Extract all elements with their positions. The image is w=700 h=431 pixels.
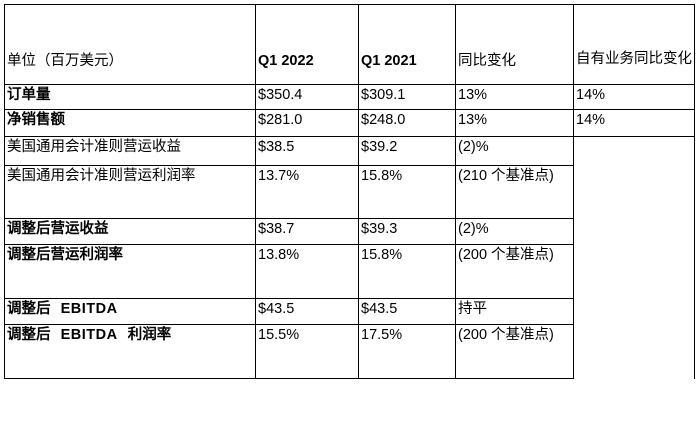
header-yoy: 同比变化 xyxy=(455,4,574,85)
cell-q1-2022: $350.4 xyxy=(255,84,359,110)
cell-organic-yoy: 14% xyxy=(573,109,695,137)
row-label-prefix: 调整后 xyxy=(7,327,51,343)
cell-q1-2022: $43.5 xyxy=(255,298,359,325)
table-row: 调整后营运收益 $38.7 $39.3 (2)% xyxy=(4,218,695,245)
table-row: 调整后营运利润率 13.8% 15.8% (200 个基准点) xyxy=(4,244,695,299)
cell-organic-yoy-empty xyxy=(573,136,695,379)
table-row: 订单量 $350.4 $309.1 13% 14% xyxy=(4,84,695,110)
cell-q1-2021: 17.5% xyxy=(358,324,456,379)
cell-yoy: (2)% xyxy=(455,136,574,166)
row-label-prefix: 调整后 xyxy=(7,301,51,317)
cell-q1-2021: 15.8% xyxy=(358,165,456,219)
table-row: 美国通用会计准则营运利润率 13.7% 15.8% (210 个基准点) xyxy=(4,165,695,219)
cell-organic-yoy: 14% xyxy=(573,84,695,110)
cell-q1-2021: $43.5 xyxy=(358,298,456,325)
cell-q1-2021: $309.1 xyxy=(358,84,456,110)
header-row: 单位（百万美元） Q1 2022 Q1 2021 同比变化 自有业务同比变化 xyxy=(4,4,695,85)
cell-q1-2021: $39.2 xyxy=(358,136,456,166)
row-label: 美国通用会计准则营运利润率 xyxy=(4,165,256,219)
row-label-latin: EBITDA xyxy=(60,327,118,343)
cell-q1-2021: 15.8% xyxy=(358,244,456,299)
cell-yoy: 持平 xyxy=(455,298,574,325)
row-label: 调整后营运利润率 xyxy=(4,244,256,299)
cell-q1-2022: 13.8% xyxy=(255,244,359,299)
table-row: 调整后 EBITDA $43.5 $43.5 持平 xyxy=(4,298,695,325)
cell-yoy: (200 个基准点) xyxy=(455,324,574,379)
cell-q1-2022: $281.0 xyxy=(255,109,359,137)
cell-q1-2022: 13.7% xyxy=(255,165,359,219)
cell-q1-2021: $248.0 xyxy=(358,109,456,137)
table-row: 净销售额 $281.0 $248.0 13% 14% xyxy=(4,109,695,137)
table-row: 调整后 EBITDA 利润率 15.5% 17.5% (200 个基准点) xyxy=(4,324,695,379)
table-row: 美国通用会计准则营运收益 $38.5 $39.2 (2)% xyxy=(4,136,695,379)
header-organic-yoy: 自有业务同比变化 xyxy=(573,4,695,85)
row-label-latin: EBITDA xyxy=(60,301,118,317)
financial-summary-table: 单位（百万美元） Q1 2022 Q1 2021 同比变化 自有业务同比变化 订… xyxy=(4,4,695,379)
row-label: 调整后 EBITDA 利润率 xyxy=(4,324,256,379)
row-label: 调整后营运收益 xyxy=(4,218,256,245)
header-unit: 单位（百万美元） xyxy=(4,4,256,85)
row-label: 净销售额 xyxy=(4,109,256,137)
cell-yoy: (200 个基准点) xyxy=(455,244,574,299)
row-label: 调整后 EBITDA xyxy=(4,298,256,325)
row-label: 美国通用会计准则营运收益 xyxy=(4,136,256,166)
row-label-suffix: 利润率 xyxy=(127,327,172,343)
cell-yoy: 13% xyxy=(455,84,574,110)
cell-q1-2022: $38.7 xyxy=(255,218,359,245)
cell-q1-2022: $38.5 xyxy=(255,136,359,166)
cell-yoy: (210 个基准点) xyxy=(455,165,574,219)
cell-q1-2022: 15.5% xyxy=(255,324,359,379)
cell-q1-2021: $39.3 xyxy=(358,218,456,245)
row-label: 订单量 xyxy=(4,84,256,110)
financial-table-frame: 单位（百万美元） Q1 2022 Q1 2021 同比变化 自有业务同比变化 订… xyxy=(4,4,695,428)
cell-yoy: 13% xyxy=(455,109,574,137)
header-q1-2022: Q1 2022 xyxy=(255,4,359,85)
header-q1-2021: Q1 2021 xyxy=(358,4,456,85)
cell-yoy: (2)% xyxy=(455,218,574,245)
